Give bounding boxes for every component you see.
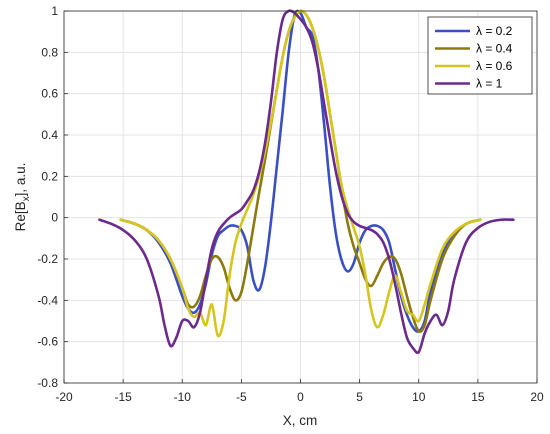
- y-tick-label: 0: [51, 211, 58, 225]
- y-tick-label: 0.8: [41, 45, 58, 59]
- legend: λ = 0.2 λ = 0.4 λ = 0.6 λ = 1: [427, 16, 533, 95]
- y-axis-label-main: Re[B: [13, 201, 28, 231]
- y-axis-label-tail: ], a.u.: [13, 163, 28, 197]
- x-tick-label: -15: [114, 390, 132, 404]
- y-axis-label-subscript: x: [21, 196, 32, 201]
- x-axis-ticks: -20 -15 -10 -5 0 5 10 15 20: [55, 379, 544, 404]
- x-axis-label: X, cm: [283, 413, 318, 428]
- x-tick-label: -20: [55, 390, 73, 404]
- x-tick-label: -5: [236, 390, 247, 404]
- series-lines: [98, 9, 515, 354]
- legend-label-4: λ = 1: [476, 77, 503, 91]
- x-tick-label: 5: [356, 390, 363, 404]
- x-tick-label: 10: [412, 390, 426, 404]
- x-tick-label: 20: [530, 390, 544, 404]
- y-axis-label: Re[Bx], a.u.: [13, 163, 32, 232]
- legend-label-2: λ = 0.4: [476, 42, 513, 56]
- x-tick-label: 0: [297, 390, 304, 404]
- y-tick-label: 0.2: [41, 169, 58, 183]
- y-tick-label: -0.2: [37, 252, 58, 266]
- y-tick-label: 0.6: [41, 87, 58, 101]
- y-tick-label: 0.4: [41, 128, 58, 142]
- series-line-4: [98, 9, 515, 354]
- y-tick-label: -0.6: [37, 335, 58, 349]
- x-tick-label: -10: [174, 390, 192, 404]
- x-tick-label: 15: [471, 390, 485, 404]
- series-line-3: [119, 9, 482, 338]
- y-axis-ticks: -0.8 -0.6 -0.4 -0.2 0 0.2 0.4 0.6 0.8 1: [37, 4, 68, 390]
- y-tick-label: 1: [51, 4, 58, 18]
- y-tick-label: -0.8: [37, 376, 58, 390]
- legend-label-3: λ = 0.6: [476, 59, 513, 73]
- y-tick-label: -0.4: [37, 293, 58, 307]
- legend-label-1: λ = 0.2: [476, 24, 513, 38]
